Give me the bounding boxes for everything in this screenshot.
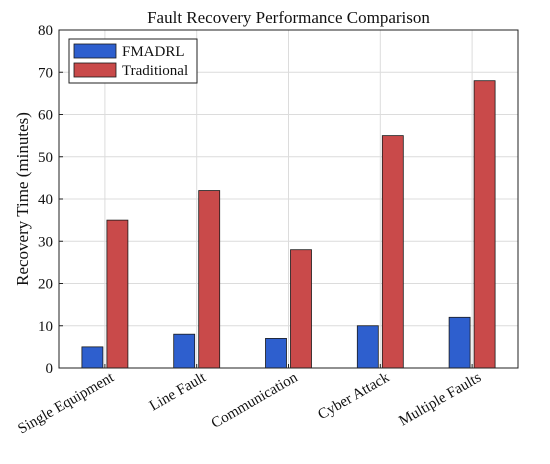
legend-label-fmadrl: FMADRL — [122, 44, 185, 60]
legend: FMADRL Traditional — [68, 38, 198, 84]
y-tick-label: 50 — [38, 150, 53, 166]
legend-swatch-traditional — [73, 62, 117, 78]
y-tick-label: 80 — [38, 23, 53, 39]
chart-title: Fault Recovery Performance Comparison — [147, 8, 430, 27]
x-tick-label: Line Fault — [147, 369, 209, 414]
bar-fmadrl-3 — [265, 338, 287, 369]
bar-traditional-2 — [198, 190, 221, 369]
x-tick-label: Single Equipment — [15, 369, 117, 437]
y-tick-label: 20 — [38, 277, 53, 293]
bar-fmadrl-4 — [356, 325, 379, 369]
y-tick-label: 10 — [38, 319, 53, 335]
x-tick-label: Multiple Faults — [396, 370, 484, 430]
y-axis-label: Recovery Time (minutes) — [13, 112, 32, 286]
legend-label-traditional: Traditional — [122, 63, 188, 79]
bar-traditional-5 — [473, 80, 496, 369]
x-tick-label: Cyber Attack — [315, 369, 392, 423]
y-tick-label: 0 — [46, 361, 54, 377]
bar-traditional-3 — [290, 249, 312, 369]
y-tick-label: 30 — [38, 234, 53, 250]
bar-traditional-4 — [381, 135, 404, 369]
bar-fmadrl-1 — [81, 346, 104, 369]
legend-swatch-fmadrl — [73, 43, 117, 59]
grid-layer — [59, 29, 518, 369]
bar-traditional-1 — [106, 219, 129, 369]
bar-fmadrl-5 — [448, 316, 471, 369]
y-tick-label: 60 — [38, 108, 53, 124]
y-tick-label: 70 — [38, 65, 53, 81]
x-tick-label: Communication — [209, 369, 301, 431]
tick-layer: 0 10 20 30 40 50 60 70 80 Single Equipment Line Fa… — [15, 23, 484, 437]
bar-fmadrl-2 — [173, 333, 196, 369]
y-tick-label: 40 — [38, 192, 53, 208]
